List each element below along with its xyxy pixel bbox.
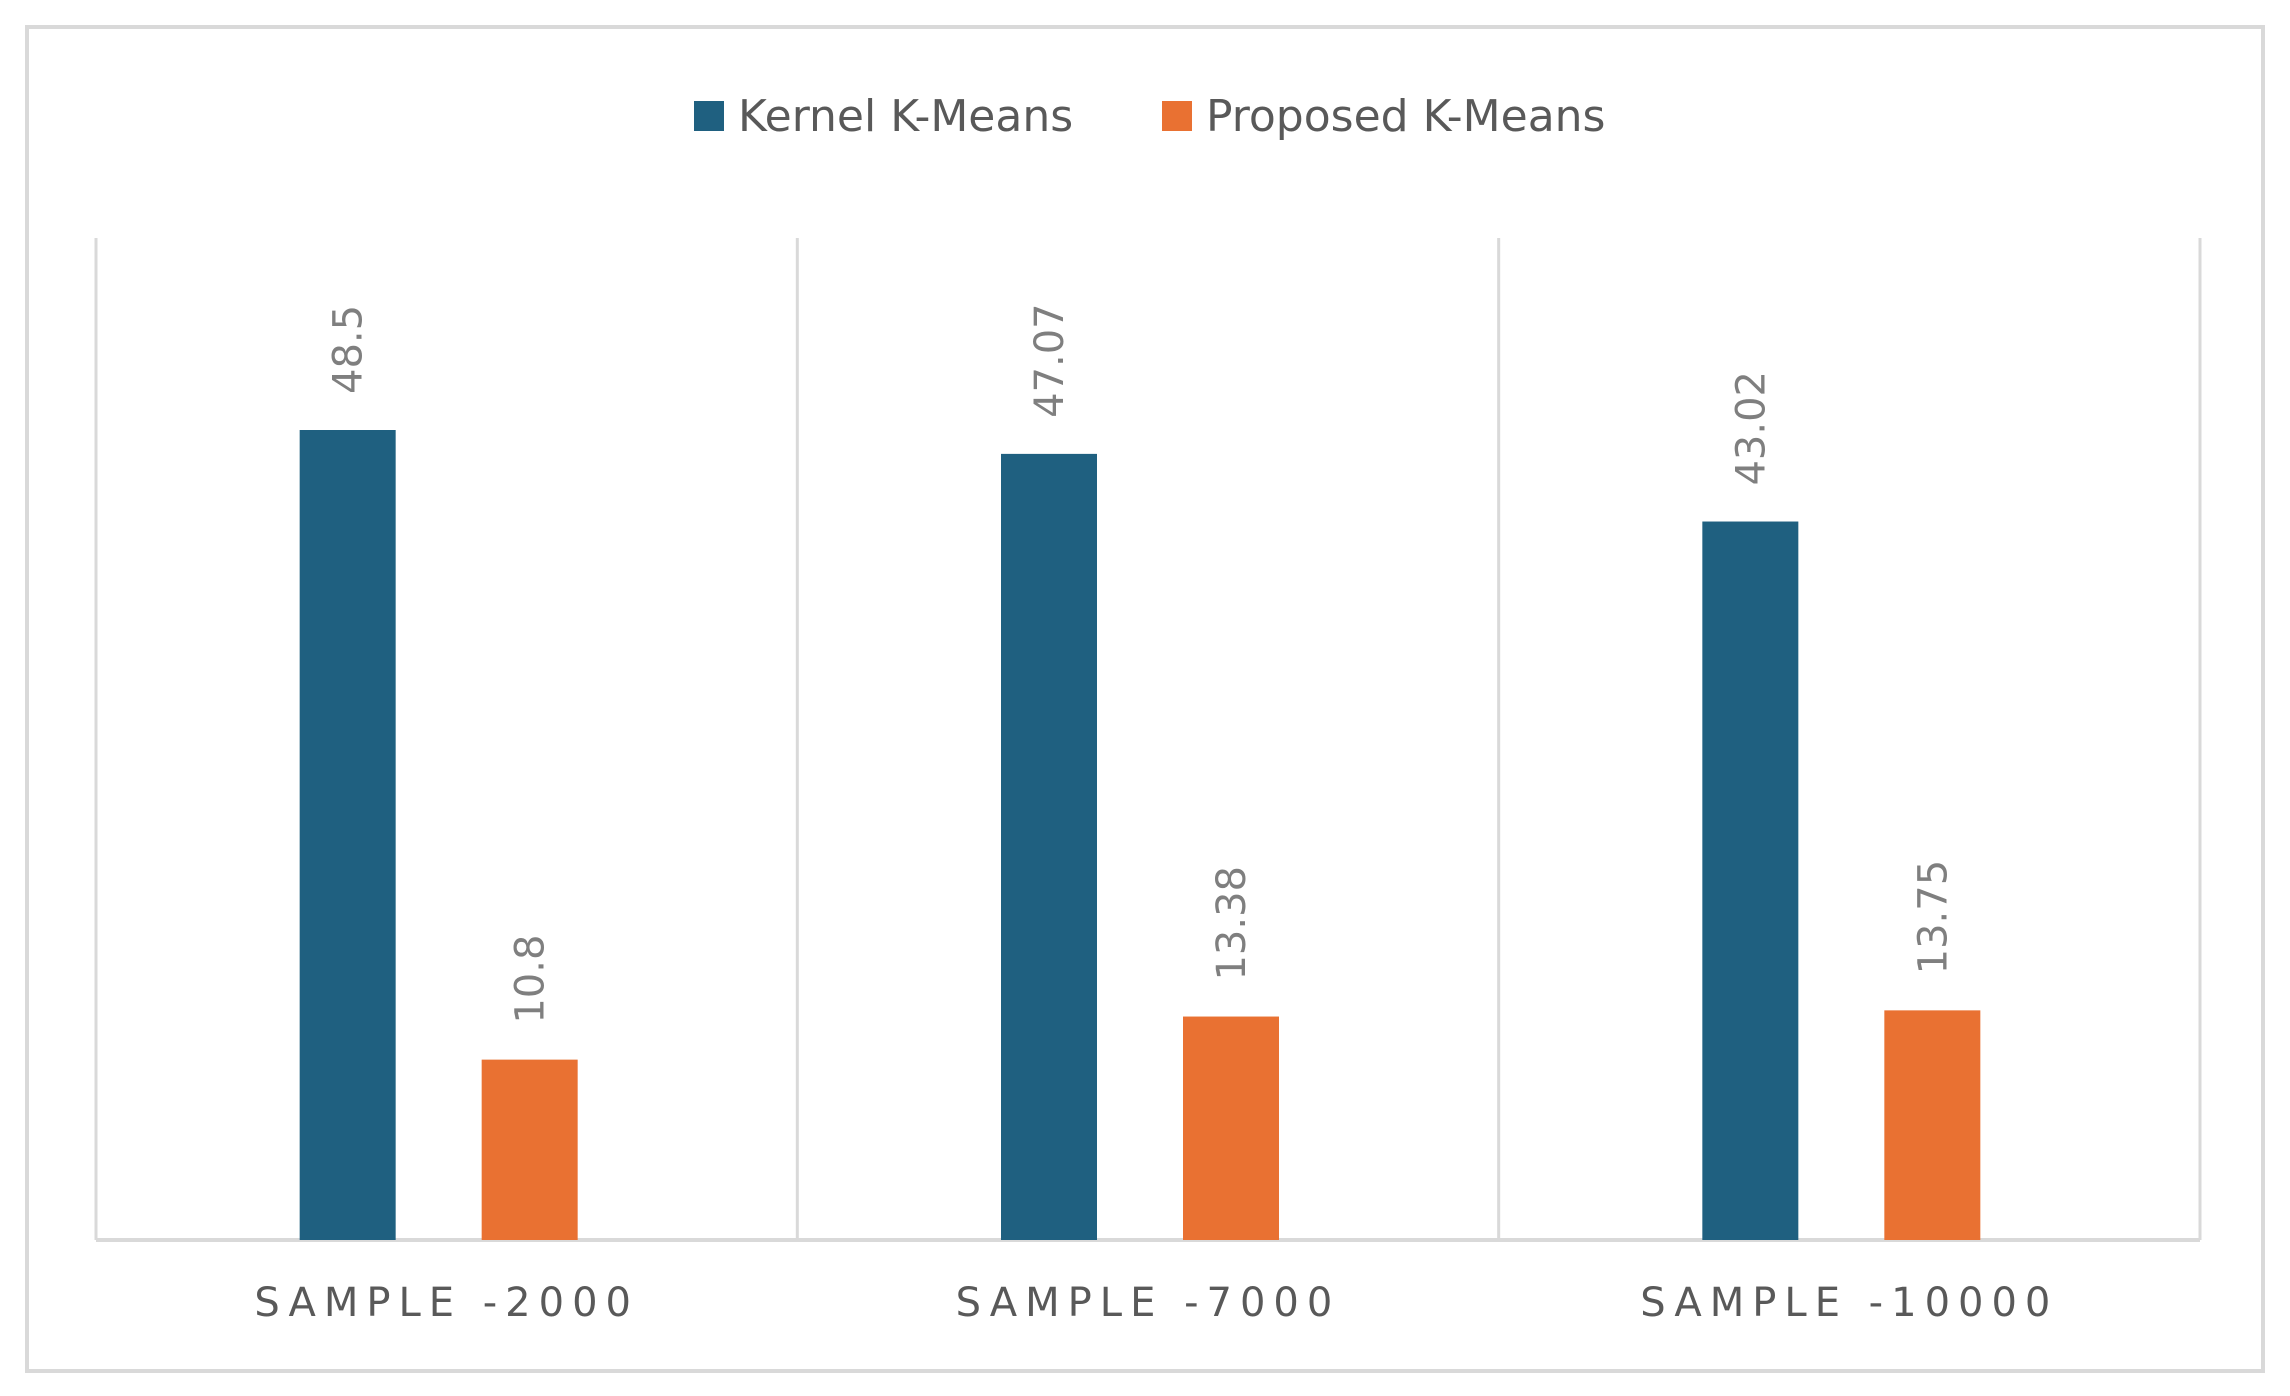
bar-kernel-2[interactable] [1001,453,1097,1241]
bar-kernel-3[interactable] [1702,521,1799,1240]
bar-proposed-2[interactable] [1183,1016,1279,1240]
legend: Kernel K-Means Proposed K-Means [694,91,1605,142]
bars-group [299,430,1981,1241]
data-label-kernel-1: 48.5 [326,305,372,394]
bar-kernel-1[interactable] [299,430,396,1240]
legend-item-kernel[interactable]: Kernel K-Means [694,91,1073,142]
category-label-1: SAMPLE -2000 [254,1280,639,1326]
data-label-kernel-2: 47.07 [1027,303,1073,418]
bar-proposed-3[interactable] [1884,1010,1981,1240]
data-label-proposed-2: 13.38 [1209,866,1255,981]
category-labels-group: SAMPLE -2000 SAMPLE -7000 SAMPLE -10000 [254,1280,2058,1326]
category-label-2: SAMPLE -7000 [956,1280,1341,1326]
legend-label-kernel: Kernel K-Means [738,91,1073,142]
legend-item-proposed[interactable]: Proposed K-Means [1162,91,1605,142]
data-label-kernel-3: 43.02 [1728,371,1774,486]
legend-label-proposed: Proposed K-Means [1206,91,1605,142]
category-separators [94,238,2202,1240]
legend-swatch-kernel [694,101,724,131]
legend-swatch-proposed [1162,101,1192,131]
data-labels-group: 48.5 10.8 47.07 13.38 43.02 13.75 [326,303,1957,1023]
data-label-proposed-3: 13.75 [1910,860,1956,975]
data-label-proposed-1: 10.8 [508,935,554,1024]
category-label-3: SAMPLE -10000 [1640,1280,2058,1326]
bar-proposed-1[interactable] [481,1059,578,1240]
